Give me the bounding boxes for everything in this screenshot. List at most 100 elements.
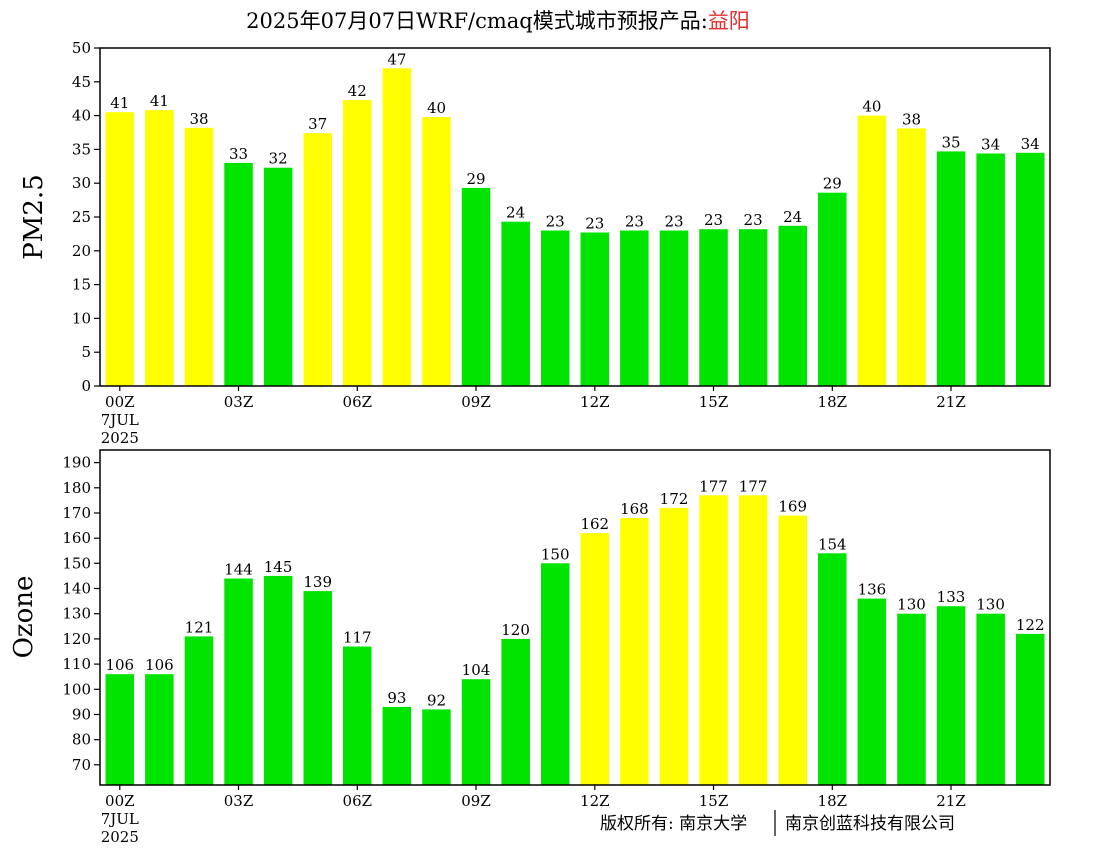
ozone-bar-label: 121 — [185, 618, 214, 636]
pm25-bar-label: 29 — [823, 175, 842, 193]
ozone-bar — [382, 706, 412, 785]
ozone-bar — [818, 553, 847, 785]
ozone-bar-label: 162 — [580, 515, 609, 533]
pm25-bar — [303, 133, 332, 386]
pm25-bar — [936, 151, 966, 386]
pm25-bar-label: 23 — [585, 215, 604, 233]
ozone-y-tick-label: 160 — [62, 529, 91, 547]
ozone-panel: 106 106 121 144 145 139 117 93 92 104 120 150 162 168… — [9, 449, 1051, 846]
pm25-x-tick-label: 12Z — [580, 393, 610, 411]
title-prefix: 2025年07月07日WRF/cmaq模式城市预报产品: — [246, 9, 708, 33]
ozone-x-tick-label: 00Z — [105, 792, 135, 810]
pm25-bar-label: 24 — [783, 208, 802, 226]
ozone-bar — [184, 636, 214, 785]
ozone-bar-label: 177 — [699, 477, 728, 495]
pm25-bar-label: 41 — [150, 92, 169, 110]
ozone-bar — [303, 591, 332, 785]
ozone-bar-label: 168 — [620, 500, 649, 518]
pm25-bar — [580, 232, 609, 386]
pm25-bar-label: 23 — [546, 213, 565, 231]
ozone-bar-label: 120 — [501, 621, 530, 639]
ozone-y-tick-label: 180 — [62, 479, 91, 497]
ozone-bar — [699, 495, 728, 785]
ozone-y-tick-label: 140 — [62, 580, 91, 598]
pm25-bar — [263, 167, 293, 386]
ozone-x-tick-label: 15Z — [699, 792, 729, 810]
pm25-bar — [778, 225, 807, 386]
copyright-right: 南京创蓝科技有限公司 — [785, 814, 955, 834]
pm25-bar-label: 29 — [466, 170, 485, 188]
ozone-bar-label: 150 — [541, 545, 570, 563]
pm25-x-tick-label: 09Z — [461, 393, 491, 411]
ozone-bar-label: 122 — [1016, 616, 1045, 634]
pm25-bar — [105, 112, 134, 386]
ozone-x-tick-label: 06Z — [343, 792, 373, 810]
pm25-bar-label: 38 — [189, 110, 208, 128]
pm25-bar — [699, 229, 728, 386]
pm25-bar-label: 37 — [308, 115, 327, 133]
ozone-bar — [145, 674, 174, 785]
ozone-bar — [461, 679, 491, 785]
ozone-bar — [778, 515, 807, 785]
pm25-bar — [382, 68, 412, 387]
pm25-y-tick-label: 10 — [72, 309, 91, 327]
ozone-y-tick-label: 120 — [62, 630, 91, 648]
pm25-bar — [343, 100, 372, 386]
pm25-x-date-label: 2025 — [101, 429, 139, 447]
pm25-y-tick-label: 30 — [72, 174, 91, 192]
ozone-bar-label: 139 — [303, 573, 332, 591]
ozone-bar-label: 104 — [462, 661, 491, 679]
pm25-x-tick-label: 21Z — [936, 393, 966, 411]
ozone-bar — [422, 709, 451, 785]
ozone-bar — [936, 606, 966, 785]
pm25-bar — [976, 153, 1005, 386]
ozone-bar-label: 145 — [264, 558, 293, 576]
ozone-bar — [501, 638, 530, 785]
title-city: 益阳 — [708, 9, 750, 33]
pm25-bar — [184, 127, 214, 387]
ozone-y-tick-label: 80 — [72, 731, 91, 749]
pm25-x-tick-label: 18Z — [818, 393, 848, 411]
pm25-y-tick-label: 25 — [72, 208, 91, 226]
ozone-bar-label: 130 — [897, 596, 926, 614]
pm25-x-tick-label: 15Z — [699, 393, 729, 411]
pm25-bar — [818, 192, 847, 386]
ozone-bar — [738, 495, 768, 785]
pm25-bar-label: 47 — [387, 50, 406, 68]
pm25-y-tick-label: 45 — [72, 73, 91, 91]
pm25-bar — [857, 115, 887, 386]
ozone-bar — [580, 533, 609, 785]
ozone-bar — [224, 578, 253, 785]
pm25-y-tick-label: 40 — [72, 107, 91, 125]
ozone-y-tick-label: 130 — [62, 605, 91, 623]
ozone-bar-label: 106 — [145, 656, 174, 674]
pm25-bar-label: 40 — [427, 99, 446, 117]
pm25-bar-label: 24 — [506, 204, 525, 222]
pm25-y-axis-label: PM2.5 — [19, 174, 49, 259]
pm25-bar — [224, 162, 253, 386]
pm25-x-tick-label: 06Z — [343, 393, 373, 411]
ozone-bar-label: 144 — [224, 561, 253, 579]
ozone-x-tick-label: 09Z — [461, 792, 491, 810]
ozone-bar-label: 133 — [937, 588, 966, 606]
ozone-y-tick-label: 90 — [72, 706, 91, 724]
pm25-bar-label: 33 — [229, 145, 248, 163]
ozone-bar-label: 117 — [343, 629, 372, 647]
pm25-bar-label: 40 — [862, 98, 881, 116]
ozone-x-tick-label: 03Z — [224, 792, 254, 810]
pm25-x-tick-label: 03Z — [224, 393, 254, 411]
pm25-bar — [541, 230, 570, 386]
pm25-bar — [145, 110, 174, 386]
ozone-bar-label: 172 — [660, 490, 689, 508]
pm25-bar-label: 38 — [902, 110, 921, 128]
pm25-y-tick-label: 5 — [81, 343, 91, 361]
pm25-x-tick-label: 00Z — [105, 393, 135, 411]
pm25-bar-label: 42 — [348, 82, 367, 100]
ozone-bar — [659, 507, 689, 785]
ozone-bar-label: 92 — [427, 691, 446, 709]
pm25-x-date-label: 7JUL — [101, 411, 139, 429]
pm25-y-tick-label: 15 — [72, 276, 91, 294]
ozone-bar — [1016, 633, 1045, 785]
ozone-bar-label: 177 — [739, 477, 768, 495]
